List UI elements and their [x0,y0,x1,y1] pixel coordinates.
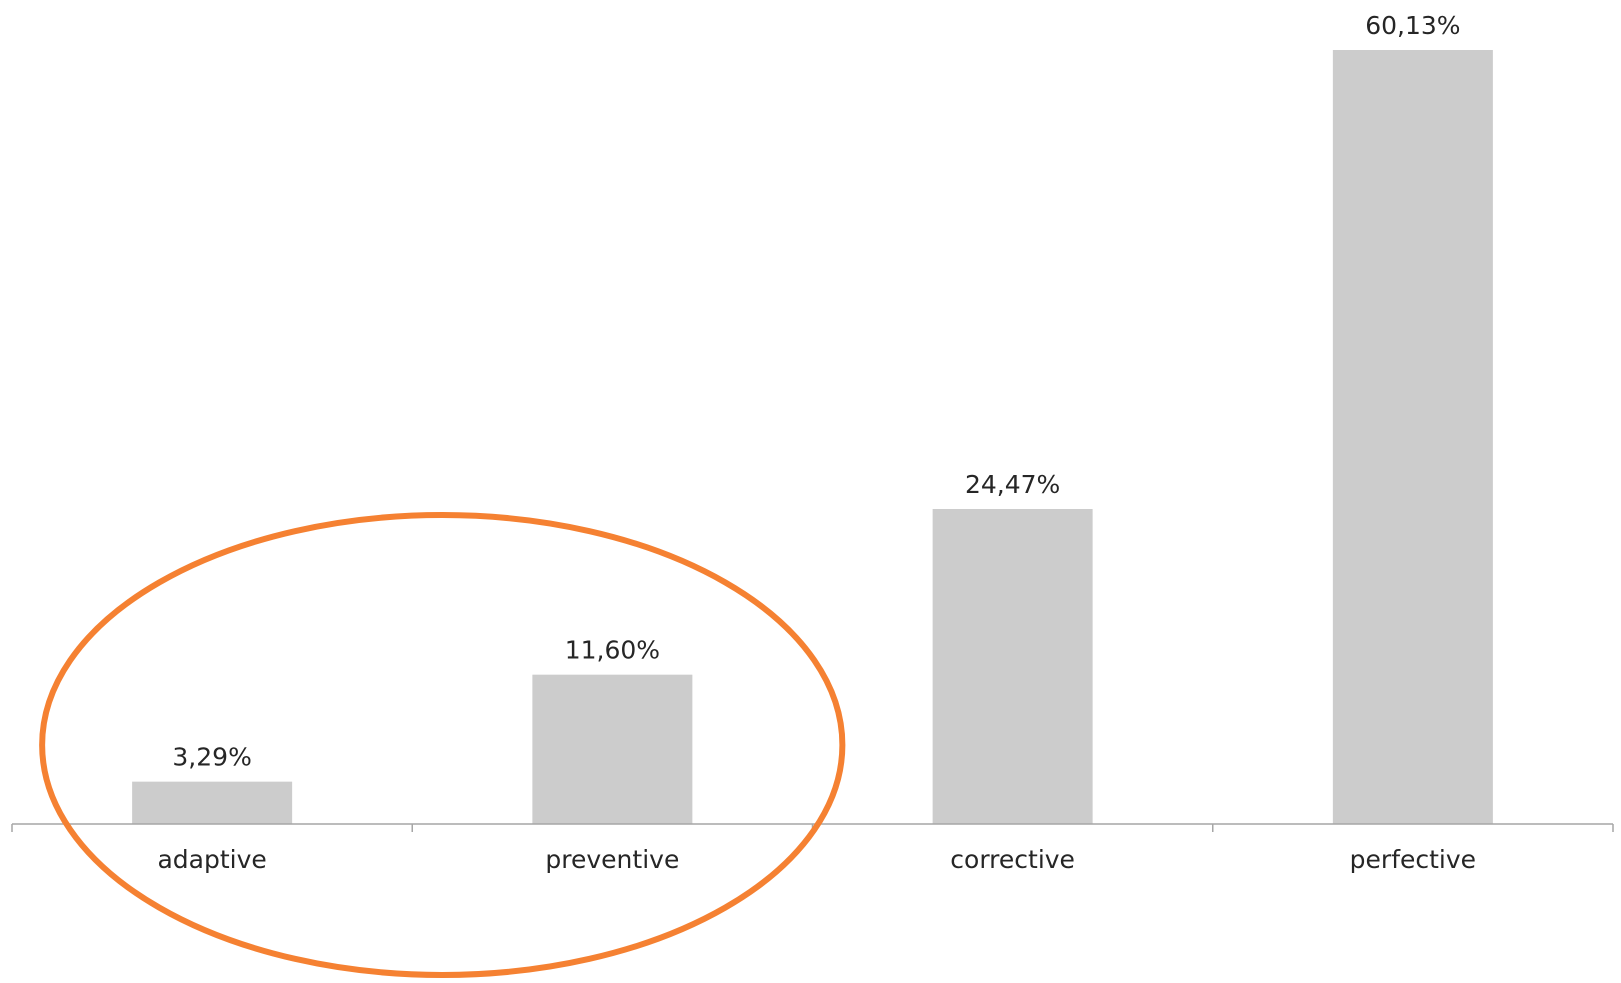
highlight-ellipse [39,512,846,978]
tick-label-preventive: preventive [545,845,679,874]
tick-label-corrective: corrective [950,845,1075,874]
tick-label-adaptive: adaptive [157,845,266,874]
bars-layer [132,50,1493,824]
bar-perfective [1332,50,1493,824]
data-label-perfective: 60,13% [1365,11,1460,40]
bar-preventive [532,674,693,824]
labels-layer: 3,29% adaptive 11,60% preventive 24,47% corre… [157,11,1476,874]
bar-corrective [932,509,1093,824]
bar-adaptive [132,781,293,824]
x-axis [11,823,1614,832]
data-label-preventive: 11,60% [565,636,660,665]
data-label-adaptive: 3,29% [172,743,251,772]
tick-label-perfective: perfective [1350,845,1476,874]
data-label-corrective: 24,47% [965,470,1060,499]
annotation-layer [39,512,846,978]
